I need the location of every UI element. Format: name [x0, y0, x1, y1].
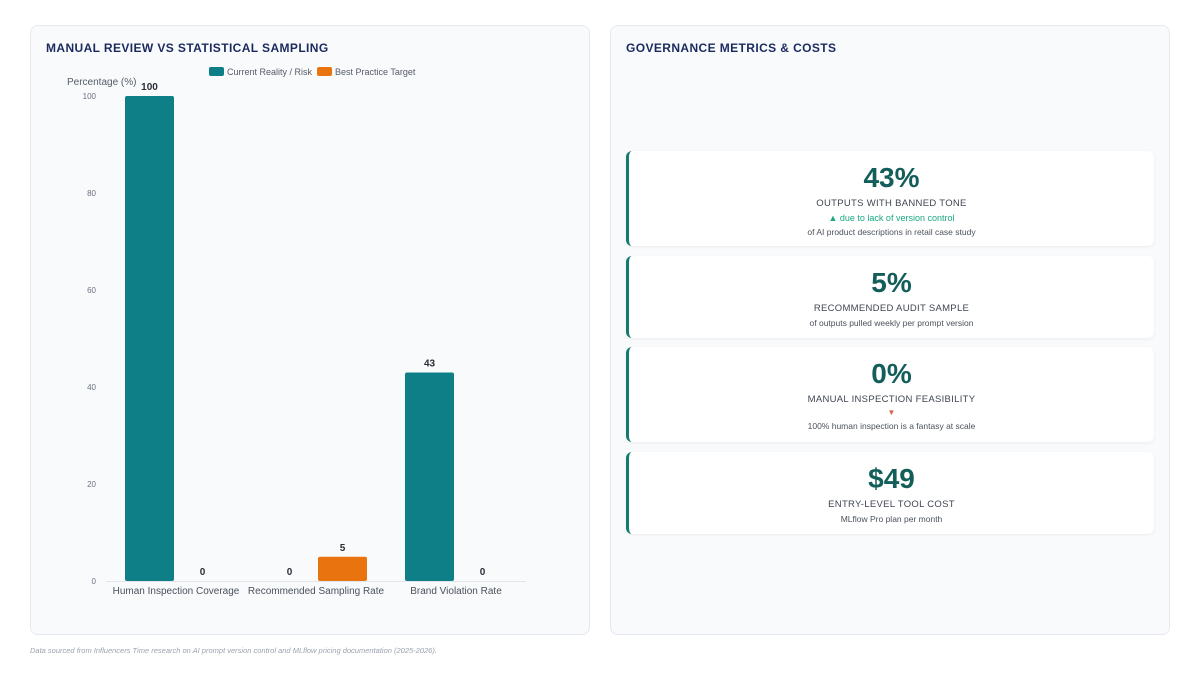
metric-value: 43% — [863, 162, 920, 193]
y-axis-label: Percentage (%) — [67, 77, 136, 88]
bar — [125, 96, 174, 581]
metric-description: 100% human inspection is a fantasy at sc… — [807, 421, 976, 431]
bar — [405, 372, 454, 581]
metrics-panel-title: GOVERNANCE METRICS & COSTS — [626, 41, 837, 55]
bar-chart: Percentage (%) 0 20 40 60 80 100 Current Realit… — [67, 67, 526, 597]
metric-description: MLflow Pro plan per month — [840, 514, 943, 524]
metric-label: OUTPUTS WITH BANNED TONE — [816, 198, 967, 209]
metric-card-manual-inspection: 0% MANUAL INSPECTION FEASIBILITY ▼ 100% … — [626, 347, 1154, 442]
data-label: 43 — [424, 358, 436, 369]
footnote: Data sourced from Influencers Time resea… — [30, 646, 437, 655]
y-tick-label: 60 — [87, 286, 96, 295]
chart-panel: MANUAL REVIEW VS STATISTICAL SAMPLING Pe… — [30, 25, 590, 635]
metric-description: of AI product descriptions in retail cas… — [807, 227, 976, 237]
data-label: 0 — [200, 567, 206, 578]
metric-label: MANUAL INSPECTION FEASIBILITY — [807, 394, 976, 405]
data-label: 0 — [287, 567, 293, 578]
metric-trend-down: ▼ — [887, 408, 896, 417]
y-tick-label: 20 — [87, 480, 96, 489]
metric-label: RECOMMENDED AUDIT SAMPLE — [813, 303, 970, 314]
y-tick-label: 0 — [92, 577, 97, 586]
metrics-panel: GOVERNANCE METRICS & COSTS 43% OUTPUTS W… — [610, 25, 1170, 635]
data-label: 100 — [141, 82, 158, 93]
chart-panel-title: MANUAL REVIEW VS STATISTICAL SAMPLING — [46, 41, 329, 55]
legend-label: Current Reality / Risk — [227, 67, 313, 77]
legend-swatch — [317, 67, 333, 76]
x-tick-label: Recommended Sampling Rate — [248, 586, 385, 597]
metric-value: 0% — [871, 358, 912, 389]
bar — [318, 556, 367, 581]
metric-card-tool-cost: $49 ENTRY-LEVEL TOOL COST MLflow Pro pla… — [626, 452, 1154, 534]
y-tick-label: 40 — [87, 383, 96, 392]
metric-value: $49 — [868, 463, 915, 494]
legend-label: Best Practice Target — [335, 67, 416, 77]
metric-description: of outputs pulled weekly per prompt vers… — [809, 318, 974, 328]
metric-card-banned-tone: 43% OUTPUTS WITH BANNED TONE ▲ due to la… — [626, 151, 1154, 246]
metric-value: 5% — [871, 267, 912, 298]
data-label: 0 — [480, 567, 486, 578]
y-tick-label: 100 — [83, 92, 97, 101]
x-tick-label: Human Inspection Coverage — [113, 586, 240, 597]
metric-label: ENTRY-LEVEL TOOL COST — [828, 499, 955, 510]
metric-trend-up: ▲ due to lack of version control — [828, 213, 955, 223]
metric-card-audit-sample: 5% RECOMMENDED AUDIT SAMPLE of outputs p… — [626, 256, 1154, 338]
x-tick-label: Brand Violation Rate — [410, 586, 502, 597]
y-tick-label: 80 — [87, 189, 96, 198]
legend-swatch — [209, 67, 224, 76]
data-label: 5 — [340, 543, 346, 554]
